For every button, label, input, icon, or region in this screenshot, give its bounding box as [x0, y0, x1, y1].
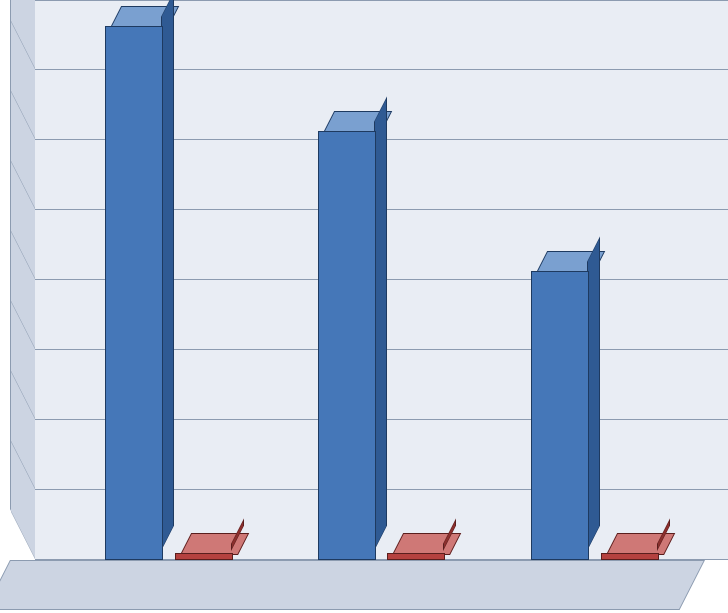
series-red-bar — [387, 555, 443, 560]
gridline-side — [11, 91, 36, 141]
series-red-bar — [175, 555, 231, 560]
series-red-bar-top — [392, 533, 461, 555]
series-red-bar-front — [601, 553, 659, 560]
series-red-bar-top — [180, 533, 249, 555]
series-blue-bar — [105, 28, 161, 560]
bar-chart-3d — [0, 0, 728, 613]
chart-side-wall — [10, 0, 36, 560]
gridline-side — [11, 21, 36, 71]
series-red-bar-front — [387, 553, 445, 560]
series-blue-bar-front — [318, 131, 376, 560]
gridline-side — [11, 511, 36, 561]
series-blue-bar-front — [531, 271, 589, 560]
gridline-side — [11, 231, 36, 281]
gridline-side — [11, 371, 36, 421]
chart-floor — [0, 560, 705, 610]
gridline-side — [11, 0, 36, 1]
series-blue-bar-front — [105, 26, 163, 560]
series-red-bar-top — [606, 533, 675, 555]
series-blue-bar — [531, 273, 587, 560]
series-red-bar-front — [175, 553, 233, 560]
gridline-side — [11, 161, 36, 211]
series-red-bar — [601, 555, 657, 560]
gridline-side — [11, 301, 36, 351]
series-blue-bar — [318, 133, 374, 560]
gridline-side — [11, 441, 36, 491]
